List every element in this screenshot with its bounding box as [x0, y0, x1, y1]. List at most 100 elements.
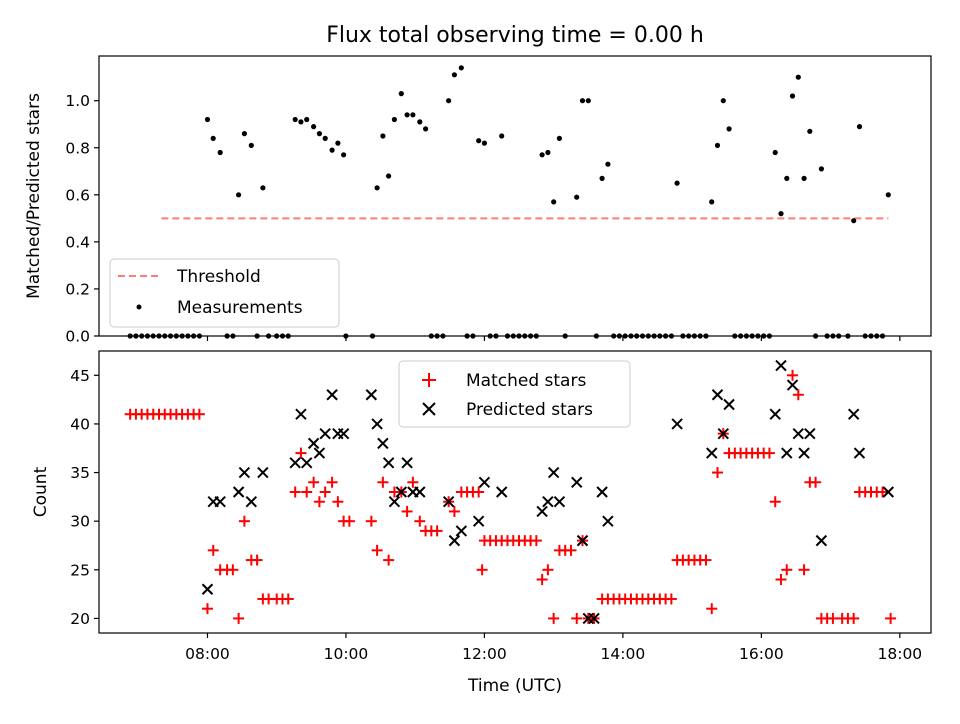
predicted-star-point: [232, 486, 245, 498]
measurement-point: [322, 135, 328, 141]
x-tick-label: 18:00: [878, 645, 923, 663]
measurement-point: [241, 131, 247, 137]
measurement-point: [778, 211, 784, 217]
matched-star-point: [877, 486, 889, 498]
matched-star-point: [473, 486, 485, 498]
measurement-point: [851, 218, 857, 224]
measurement-point: [807, 128, 813, 134]
measurement-point: [210, 135, 216, 141]
predicted-star-point: [781, 447, 793, 459]
measurement-point: [316, 131, 322, 137]
predicted-star-point: [455, 525, 468, 537]
measurement-point: [248, 142, 254, 148]
bottom-y-ticks: 20 25 30 35 40 45: [70, 367, 99, 628]
predicted-star-point: [792, 427, 805, 440]
predicted-star-point: [307, 437, 320, 450]
predicted-star-point: [257, 466, 269, 479]
matched-star-point: [308, 476, 320, 488]
y-tick-label: 0.2: [65, 280, 90, 298]
matched-star-point: [542, 564, 554, 576]
predicted-star-point: [319, 427, 331, 440]
matched-star-point: [332, 496, 344, 508]
matched-star-point: [792, 389, 804, 401]
x-tick-label: 10:00: [324, 645, 369, 663]
predicted-star-point: [337, 427, 350, 440]
predicted-star-point: [882, 486, 895, 498]
predicted-star-point: [414, 486, 426, 498]
predicted-star-point: [472, 515, 485, 527]
predicted-star-point: [238, 466, 251, 479]
predicted-star-point: [571, 476, 583, 488]
measurement-point: [856, 124, 863, 130]
matched-star-point: [301, 486, 313, 498]
x-tick-label: 08:00: [185, 645, 230, 663]
predicted-star-point: [295, 408, 307, 420]
matched-star-point: [371, 544, 383, 556]
matched-star-point: [565, 544, 577, 556]
measurement-point: [391, 116, 397, 123]
top-y-ticks: 0.0 0.2 0.4 0.6 0.8 1.0: [65, 92, 99, 346]
matched-star-point: [326, 476, 338, 488]
matched-star-point: [536, 574, 548, 586]
y-tick-label: 0.0: [65, 328, 90, 346]
matched-star-point: [571, 612, 583, 624]
bottom-legend-box: [398, 360, 631, 428]
predicted-star-point: [786, 379, 799, 391]
bottom-panel: 20 25 30 35 40 45 08:00 10:00 12:00 14:00 16:00 18…: [31, 350, 932, 696]
y-tick-label: 0.8: [65, 139, 90, 157]
measurement-point: [311, 124, 317, 130]
predicted-star-point: [815, 534, 828, 547]
measurement-point: [579, 98, 586, 104]
legend-predicted-label: Predicted stars: [466, 400, 593, 420]
legend-matched-label: Matched stars: [466, 371, 586, 391]
predicted-star-point: [388, 496, 401, 508]
measurement-point: [714, 142, 721, 148]
measurement-point: [674, 180, 680, 186]
predicted-star-point: [448, 534, 461, 547]
matched-star-point: [787, 369, 799, 381]
predicted-star-point: [671, 418, 683, 430]
measurement-point: [404, 112, 410, 118]
matched-star-point: [282, 593, 294, 605]
matched-star-point: [827, 612, 839, 624]
matched-star-point: [238, 515, 250, 527]
predicted-star-point: [853, 447, 866, 459]
matched-star-point: [414, 515, 426, 527]
matched-star-point: [548, 612, 560, 624]
matched-star-point: [401, 505, 413, 517]
y-tick-label: 45: [70, 367, 90, 385]
measurement-point: [784, 175, 790, 181]
y-tick-label: 1.0: [65, 92, 90, 110]
measurement-point: [335, 140, 341, 146]
measurement-point: [476, 138, 482, 144]
predicted-star-point: [576, 534, 589, 547]
measurement-point: [341, 152, 347, 158]
measurement-point: [885, 192, 891, 198]
bottom-marks: [124, 359, 897, 625]
predicted-star-point: [536, 505, 548, 518]
measurement-point: [545, 149, 551, 156]
bottom-x-ticks: 08:00 10:00 12:00 14:00 16:00 18:00: [185, 633, 922, 663]
y-tick-label: 40: [70, 415, 90, 433]
predicted-star-point: [542, 496, 554, 508]
matched-star-point: [530, 535, 542, 547]
x-axis-label: Time (UTC): [467, 676, 562, 696]
matched-star-point: [193, 408, 205, 420]
measurement-point: [726, 126, 732, 132]
measurement-point: [417, 119, 423, 125]
measurement-point: [374, 185, 380, 191]
predicted-star-point: [377, 437, 389, 450]
predicted-star-point: [706, 447, 718, 459]
matched-star-point: [775, 574, 787, 586]
top-panel: Flux total observing time = 0.00 h 0.00.…: [24, 23, 932, 346]
predicted-star-point: [547, 466, 560, 479]
predicted-star-point: [382, 457, 395, 469]
measurement-point: [458, 65, 464, 71]
matched-star-point: [251, 554, 263, 566]
matched-star-point: [227, 564, 239, 576]
predicted-star-point: [717, 427, 729, 440]
predicted-star-point: [245, 496, 258, 508]
measurement-point: [481, 140, 487, 146]
measurement-point: [599, 175, 605, 181]
